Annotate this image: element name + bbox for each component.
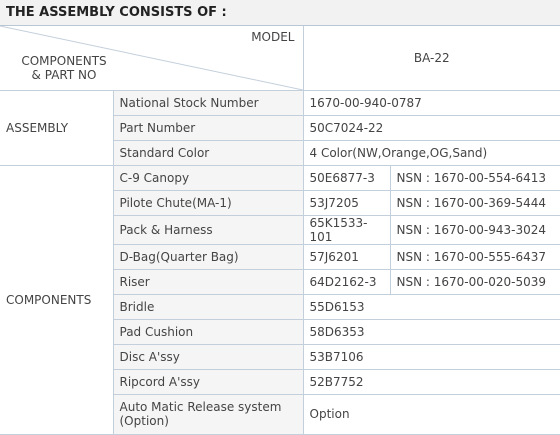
value: 58D6353 [302,318,560,345]
model-label: MODEL [251,30,295,44]
part-number: 64D2162-3 [302,268,391,295]
item-name: National Stock Number [112,89,304,116]
item-name: Riser [113,268,304,295]
row: Pack & Harness 65K1533-101 NSN : 1670-00-9… [0,214,560,245]
value: 4 Color(NW,Orange,OG,Sand) [302,139,560,166]
group-name: ASSEMBLY [0,89,114,166]
item-name: Pilote Chute(MA-1) [113,189,304,216]
part-number: 65K1533-101 [302,214,391,245]
nsn: NSN : 1670-00-555-6437 [389,243,560,270]
value: 1670-00-940-0787 [302,89,560,116]
components-text: COMPONENTS [21,54,107,68]
item-name: Ripcord A'ssy [113,368,304,395]
diagonal [0,26,303,90]
row: D-Bag(Quarter Bag) 57J6201 NSN : 1670-00-5… [0,243,560,270]
row: ASSEMBLY National Stock Number 1670-00-940… [0,89,560,166]
nsn: NSN : 1670-00-943-3024 [389,214,560,245]
row: Riser 64D2162-3 NSN : 1670-00-020-5039 [0,268,560,295]
item-name: Part Number [113,114,304,141]
nsn: NSN : 1670-00-020-5039 [389,268,560,295]
value: 50C7024-22 [302,114,560,141]
row: Bridle 55D6153 [0,293,560,320]
item-name: Pad Cushion [113,318,304,345]
item-name: Pack & Harness [113,214,304,245]
value: Option [302,393,560,435]
nsn: NSN : 1670-00-369-5444 [389,189,560,216]
item-name: Bridle [113,293,304,320]
components-label: COMPONENTS & PART NO [0,54,128,82]
part-number: 53J7205 [302,189,391,216]
item-name: Disc A'ssy [113,343,304,370]
group-name: COMPONENTS [0,164,114,435]
row: Pad Cushion 58D6353 [0,318,560,345]
nsn: NSN : 1670-00-554-6413 [389,164,560,191]
row: Ripcord A'ssy 52B7752 [0,368,560,395]
item-name: Standard Color [113,139,304,166]
value: 55D6153 [302,293,560,320]
row: Disc A'ssy 53B7106 [0,343,560,370]
item-name: C-9 Canopy [112,164,304,191]
header-cell: MODEL COMPONENTS & PART NO [0,26,304,91]
title: THE ASSEMBLY CONSISTS OF : [0,0,560,26]
part-number: 57J6201 [302,243,391,270]
assembly-table: MODEL COMPONENTS & PART NO BA-22 ASSEMBLY… [0,26,560,435]
value: 52B7752 [302,368,560,395]
model-value: BA-22 [302,26,560,91]
item-name: Auto Matic Release system (Option) [113,393,304,435]
part-number: 50E6877-3 [302,164,391,191]
value: 53B7106 [302,343,560,370]
part-no-text: & PART NO [31,68,97,82]
row: COMPONENTS C-9 Canopy 50E6877-3 NSN : 1670-… [0,164,560,435]
item-name: D-Bag(Quarter Bag) [113,243,304,270]
row: Auto Matic Release system (Option) Option [0,393,560,435]
